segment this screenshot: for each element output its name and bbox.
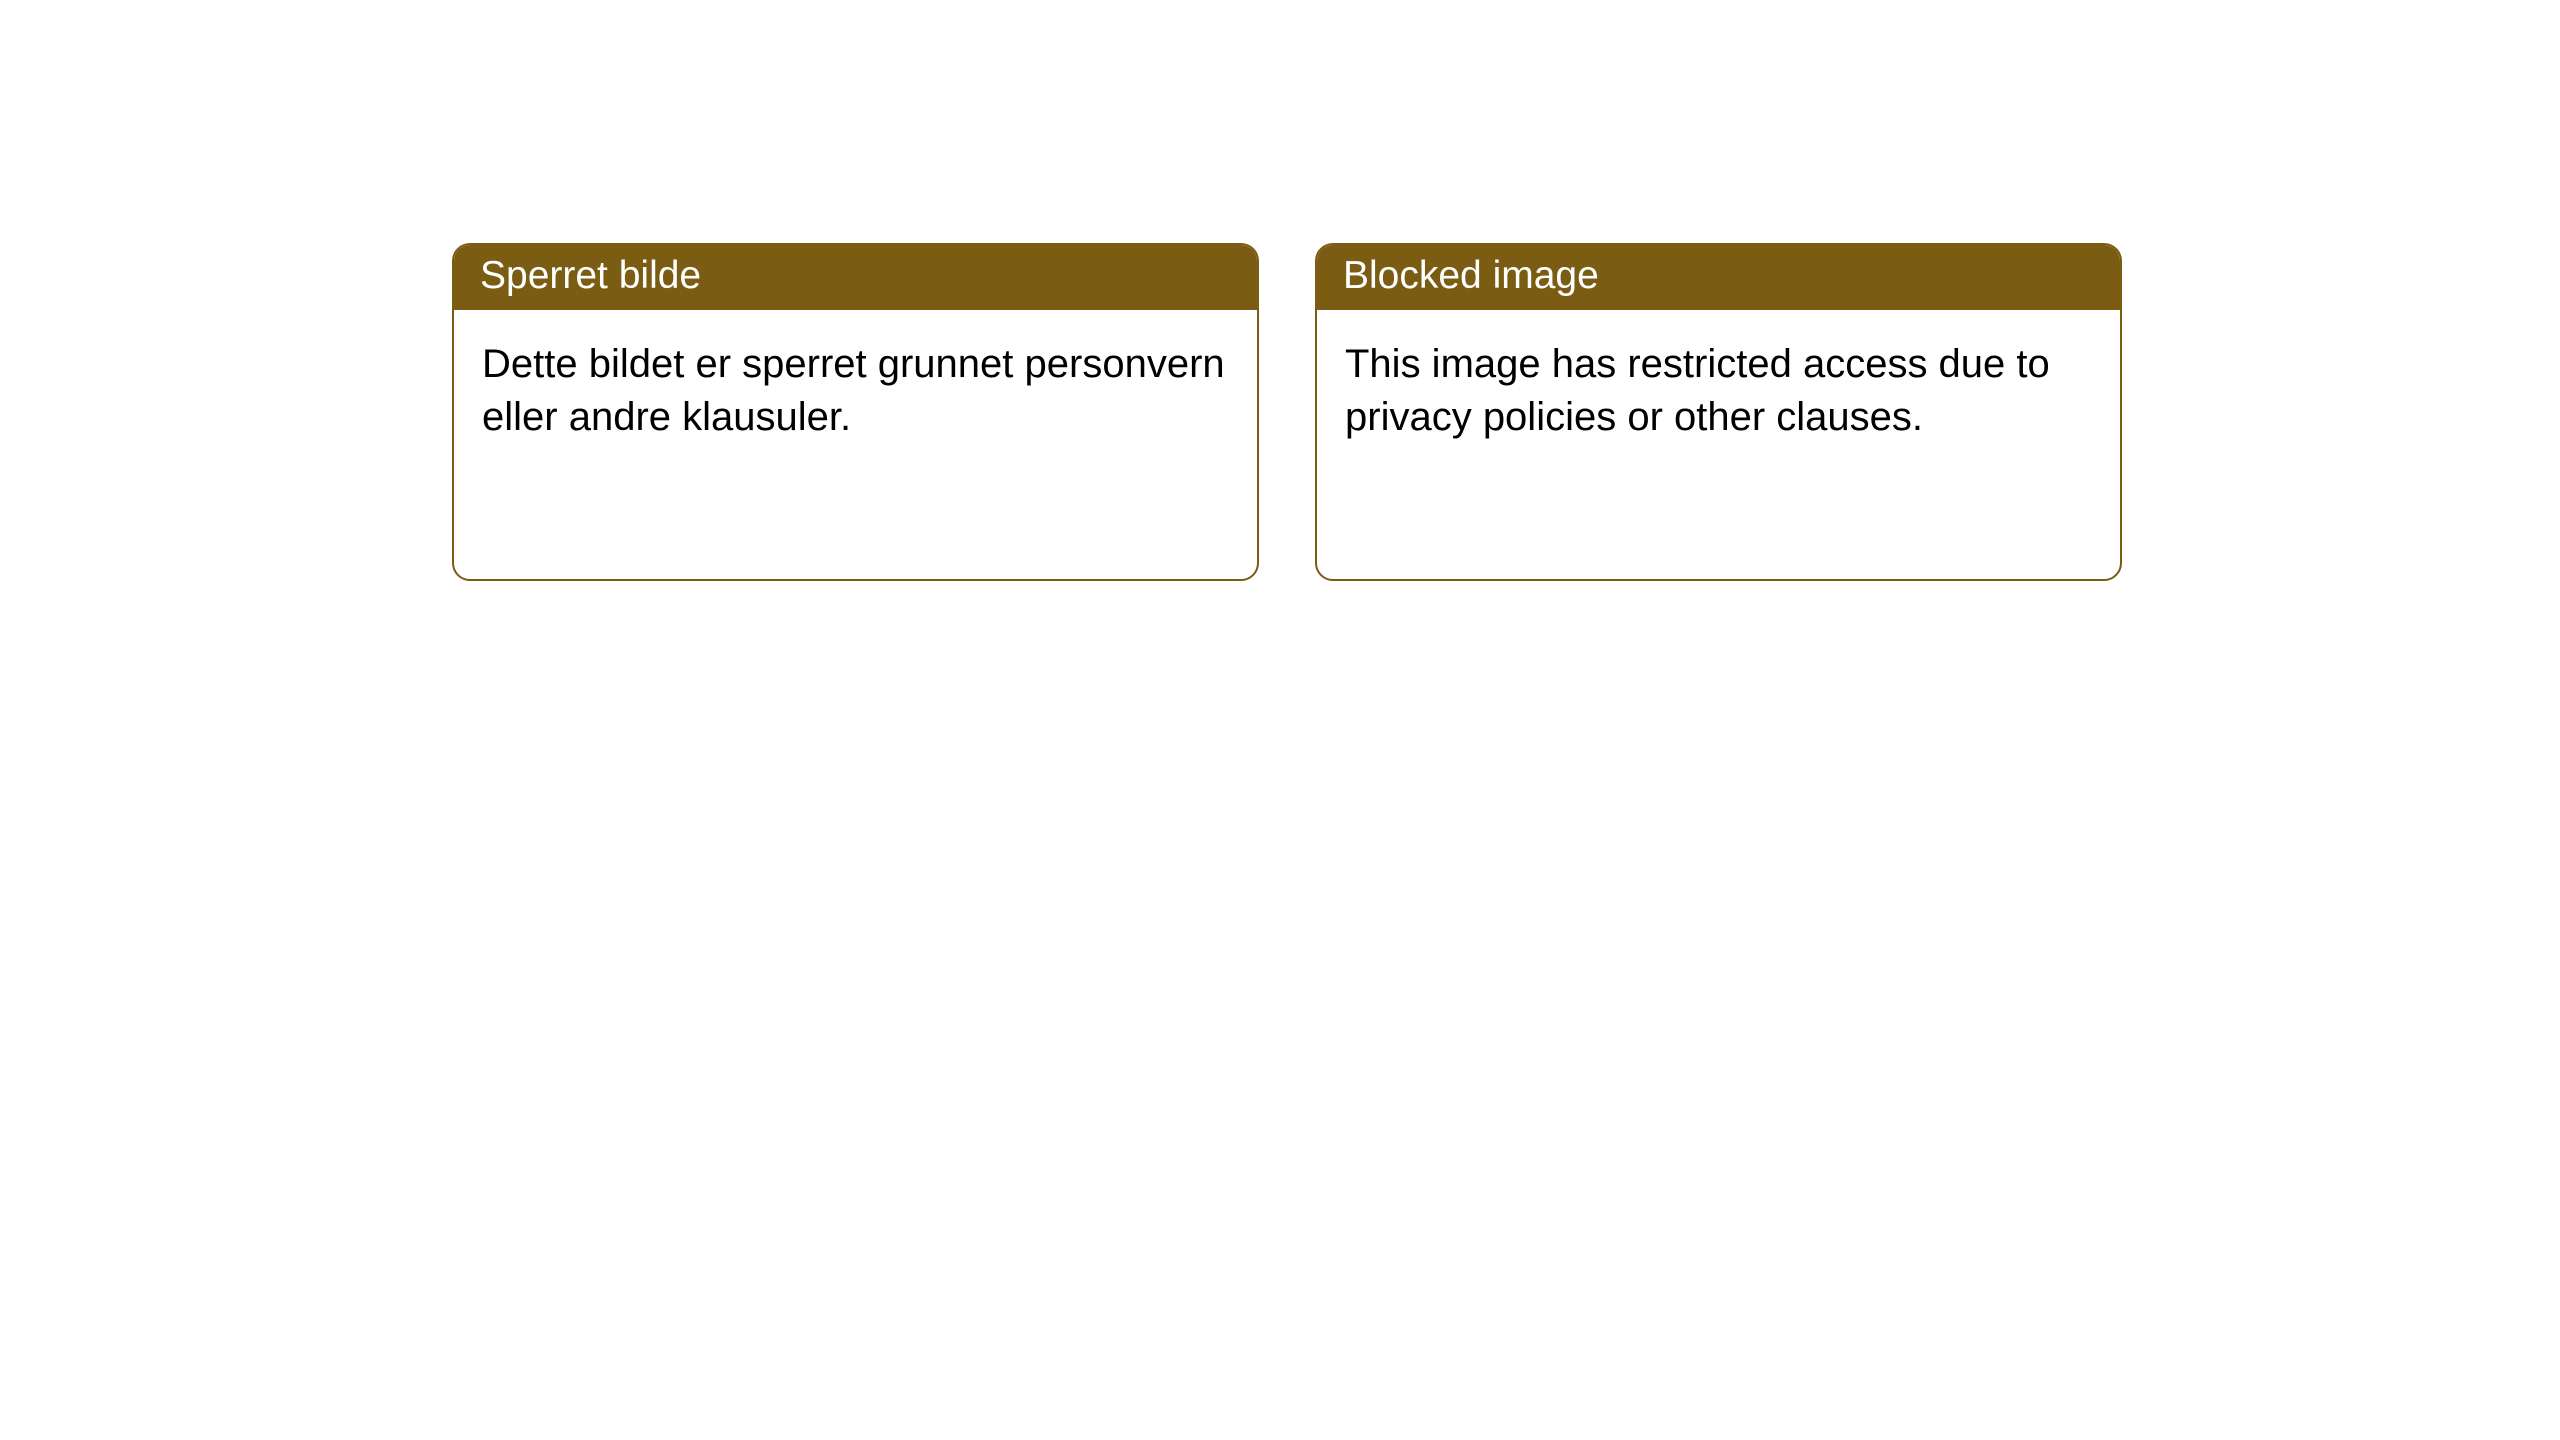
notice-container: Sperret bilde Dette bildet er sperret gr…: [0, 0, 2560, 581]
notice-card-norwegian: Sperret bilde Dette bildet er sperret gr…: [452, 243, 1259, 581]
notice-card-title: Sperret bilde: [454, 245, 1257, 310]
notice-card-title: Blocked image: [1317, 245, 2120, 310]
notice-card-body: This image has restricted access due to …: [1317, 310, 2120, 472]
notice-card-english: Blocked image This image has restricted …: [1315, 243, 2122, 581]
notice-card-body: Dette bildet er sperret grunnet personve…: [454, 310, 1257, 472]
